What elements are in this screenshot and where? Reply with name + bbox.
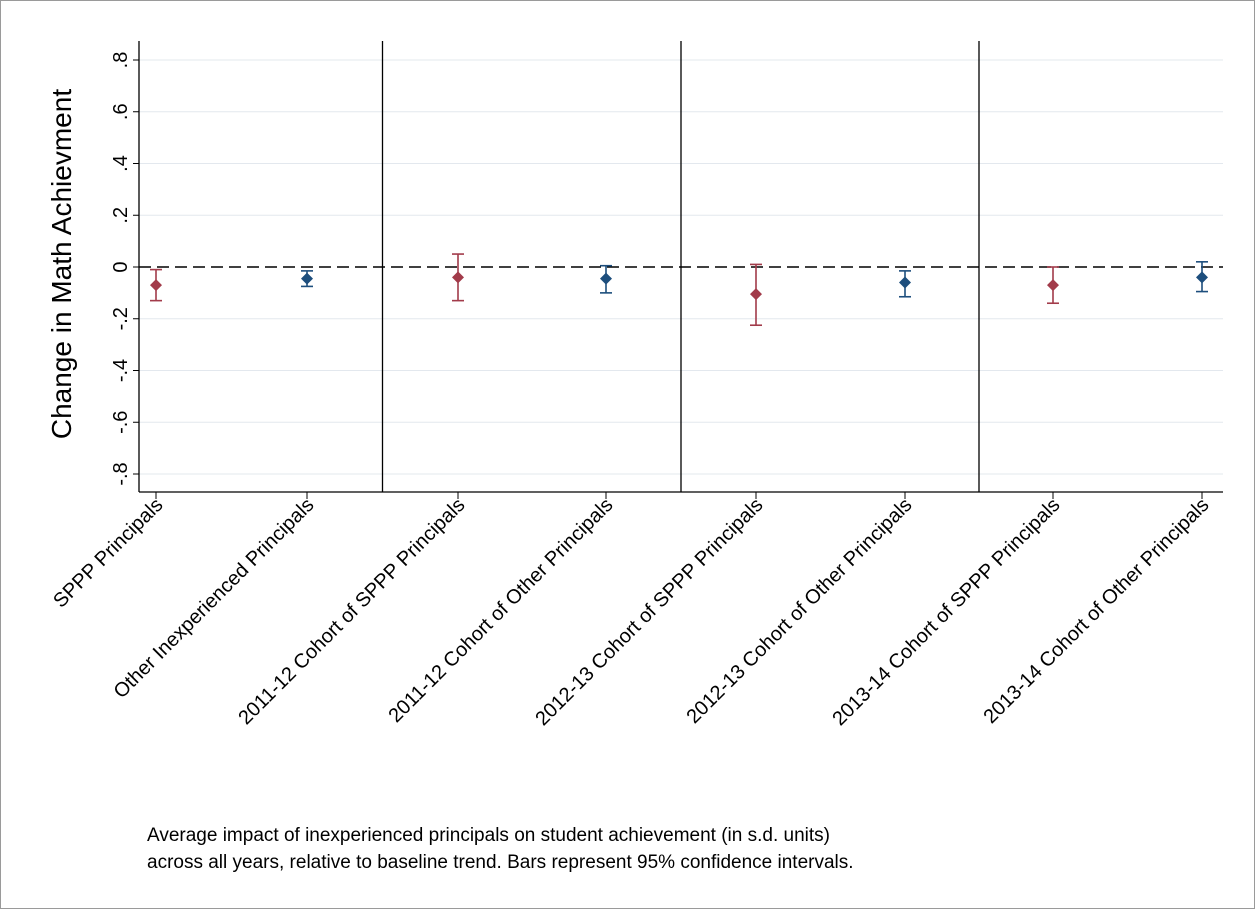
x-category-label: 2013-14 Cohort of SPPP Principals [828,494,1064,730]
y-tick-label: .8 [110,52,132,69]
x-category-label: SPPP Principals [49,494,167,612]
y-tick-label: -.6 [110,411,132,434]
data-point [1047,266,1059,305]
y-tick-labels: .8 .6 .4 .2 0 -.2 -.4 -.6 -.8 [110,52,132,486]
point-marker [1047,279,1059,292]
data-point [301,270,313,288]
data-points [150,253,1208,327]
y-tick-label: .2 [110,207,132,224]
point-marker [150,279,162,292]
point-marker [750,288,762,301]
point-marker [600,272,612,285]
caption-line-2: across all years, relative to baseline t… [147,852,854,873]
data-point [600,264,612,294]
y-tick-label: .6 [110,103,132,120]
y-tick-label: -.4 [110,359,132,382]
y-tick-label: -.8 [110,462,132,485]
data-point [452,253,464,302]
y-tick-label: .4 [110,155,132,172]
y-tick-label: -.2 [110,307,132,330]
y-axis-title: Change in Math Achievment [46,89,77,439]
point-marker [301,272,313,285]
y-tick-label: 0 [110,261,132,272]
axes [133,41,1223,499]
panel-separators [381,41,980,492]
data-point [750,263,762,327]
data-point [1196,261,1208,293]
data-point [899,270,911,298]
data-point [150,268,162,302]
point-marker [1196,271,1208,284]
point-marker [899,276,911,289]
point-marker [452,271,464,284]
caption-line-1: Average impact of inexperienced principa… [147,825,830,846]
